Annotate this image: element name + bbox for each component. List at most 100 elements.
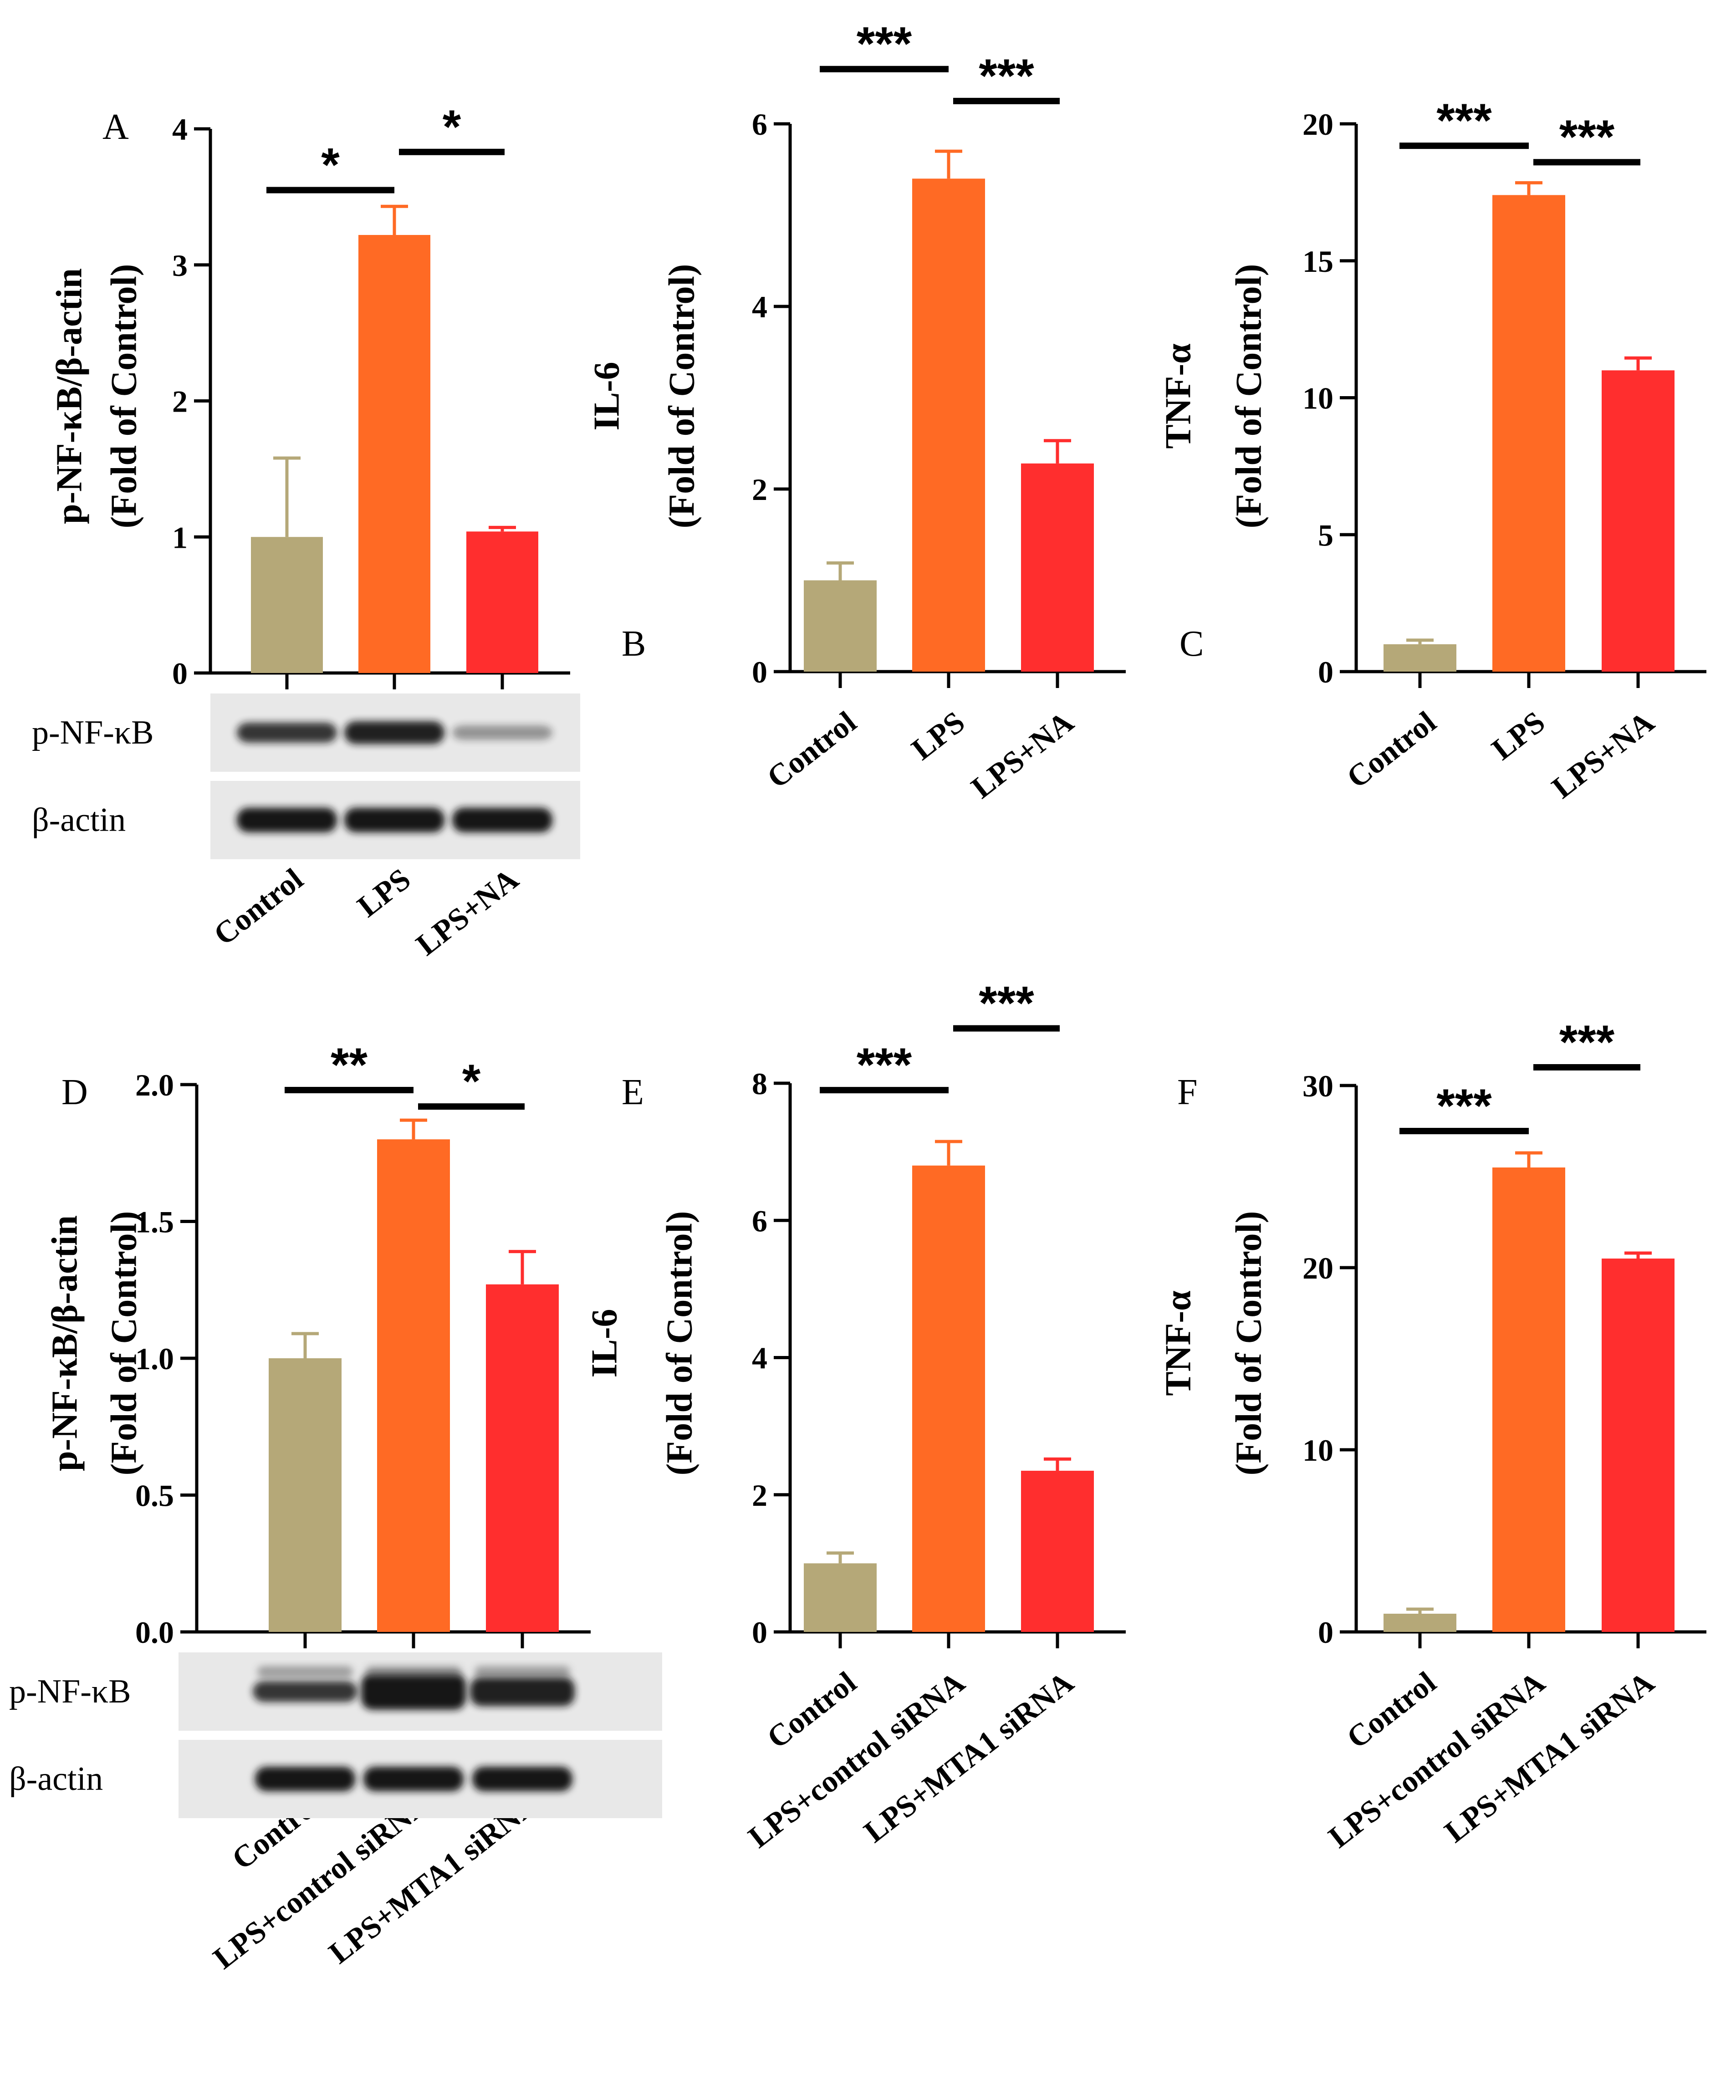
blot-band (363, 1767, 464, 1791)
y-tick-label: 2 (752, 472, 767, 507)
y-tick-label: 6 (752, 107, 767, 142)
y-tick-label: 0.5 (135, 1478, 174, 1513)
y-tick-label: 1 (172, 520, 188, 555)
category-label: LPS+NA (409, 861, 525, 962)
panel-d: Dp-NF-κB/β-actin (Fold of Control) 0.0 0.5 1… (9, 1039, 662, 1976)
significance-stars: * (321, 138, 340, 191)
blot-band-faint (366, 1666, 461, 1678)
significance-stars: *** (1559, 111, 1615, 163)
blot-band (237, 723, 337, 743)
y-axis-label: (Fold of Control) (659, 1211, 700, 1476)
y-tick-label: 10 (1302, 1433, 1333, 1468)
y-axis-label: IL-6 (584, 1309, 624, 1377)
category-label: Control (1340, 1665, 1442, 1755)
category-label: Control (207, 861, 309, 952)
y-tick-label: 5 (1318, 518, 1333, 552)
panel-f: F TNF-α (Fold of Control) 0 10 20 30 *** *** Cont… (1158, 1016, 1706, 1855)
blot-label: p-NF-κB (9, 1673, 131, 1710)
y-axis-label: (Fold of Control) (1229, 1211, 1269, 1476)
y-tick-label: 4 (172, 112, 188, 147)
y-tick-label: 0.0 (135, 1615, 174, 1650)
y-tick-label: 4 (752, 290, 767, 324)
y-axis-label: p-NF-κB/β-actin (49, 268, 89, 524)
y-tick-label: 30 (1302, 1069, 1333, 1103)
category-label: LPS (1485, 704, 1551, 767)
bar-lps (358, 235, 430, 673)
significance-stars: *** (1559, 1016, 1615, 1069)
blot-band (255, 1767, 355, 1791)
panel-label: F (1177, 1072, 1198, 1112)
y-tick-label: 0 (172, 656, 188, 691)
significance-stars: * (443, 101, 461, 153)
y-tick-label: 4 (752, 1341, 767, 1376)
y-axis-label: p-NF-κB/β-actin (45, 1215, 85, 1471)
y-tick-label: 10 (1302, 381, 1333, 416)
bar-control (269, 1358, 342, 1632)
y-tick-label: 0 (1318, 1615, 1333, 1650)
y-tick-label: 20 (1302, 1251, 1333, 1285)
y-axis-label: (Fold of Control) (662, 264, 702, 529)
blot-label: β-actin (32, 801, 126, 839)
y-tick-label: 1.0 (135, 1341, 174, 1376)
blot-band (253, 1681, 357, 1702)
significance-stars: *** (857, 1039, 912, 1091)
category-label: LPS+NA (1545, 704, 1660, 805)
panel-e: E IL-6 (Fold of Control) 0 2 4 6 8 *** *** Control… (584, 977, 1126, 1855)
bar-lps-control-sirna (1492, 1167, 1565, 1632)
blot-band (361, 1673, 466, 1710)
bar-lps (912, 178, 985, 672)
significance-stars: *** (1436, 1080, 1492, 1132)
bar-control (1384, 644, 1456, 672)
significance-stars: *** (857, 18, 912, 71)
panel-label: B (622, 624, 646, 664)
significance-stars: *** (1436, 94, 1492, 147)
bar-lps-control-sirna (912, 1165, 985, 1632)
blot-band (344, 808, 444, 832)
blot-band (472, 1767, 572, 1791)
bar-lps-mta1-sirna (486, 1284, 559, 1632)
bar-lps-mta1-sirna (1021, 1471, 1094, 1632)
blot-band-faint (257, 1666, 353, 1678)
panel-label: D (61, 1072, 88, 1112)
blot-label: β-actin (9, 1760, 103, 1798)
bar-control (804, 580, 877, 672)
y-tick-label: 1.5 (135, 1205, 174, 1239)
y-tick-label: 15 (1302, 244, 1333, 279)
y-axis-label: (Fold of Control) (1229, 264, 1269, 529)
panel-label: E (622, 1072, 644, 1112)
category-label: LPS (351, 861, 417, 924)
y-axis-label: (Fold of Control) (104, 1211, 144, 1476)
category-label: LPS+NA (965, 704, 1080, 805)
bar-lps-na (1021, 463, 1094, 672)
panel-a: Ap-NF-κB/β-actin (Fold of Control) 0 1 2 3 4 * *… (32, 101, 580, 962)
blot-band (344, 721, 444, 744)
y-tick-label: 2 (172, 384, 188, 419)
significance-stars: *** (979, 977, 1034, 1030)
y-tick-label: 20 (1302, 107, 1333, 142)
y-tick-label: 3 (172, 248, 188, 283)
bar-lps-na (1602, 370, 1675, 672)
bar-lps-mta1-sirna (1602, 1259, 1675, 1632)
panel-b: B IL-6 (Fold of Control) 0 2 4 6 *** *** Control L… (587, 18, 1126, 805)
y-axis-label: (Fold of Control) (104, 264, 144, 529)
blot-band (470, 1677, 575, 1706)
y-tick-label: 8 (752, 1066, 767, 1101)
blot-band-faint (475, 1666, 570, 1678)
panel-label: A (102, 107, 129, 147)
blot-band (237, 808, 337, 832)
category-label: LPS (905, 704, 971, 767)
bar-lps-na (466, 531, 538, 673)
bar-control (804, 1563, 877, 1632)
panel-label: C (1179, 624, 1204, 664)
category-label: Control (1340, 704, 1442, 795)
bar-control (1384, 1614, 1456, 1632)
bar-lps-control-sirna (377, 1139, 450, 1632)
bar-control (251, 537, 323, 673)
panel-c: C TNF-α (Fold of Control) 0 5 10 15 20 *** *** Con… (1158, 94, 1706, 805)
bar-lps (1492, 195, 1565, 672)
significance-stars: ** (331, 1039, 368, 1091)
y-tick-label: 0 (1318, 655, 1333, 689)
significance-stars: * (462, 1055, 481, 1108)
blot-band (452, 808, 552, 832)
blot-label: p-NF-κB (32, 714, 154, 751)
